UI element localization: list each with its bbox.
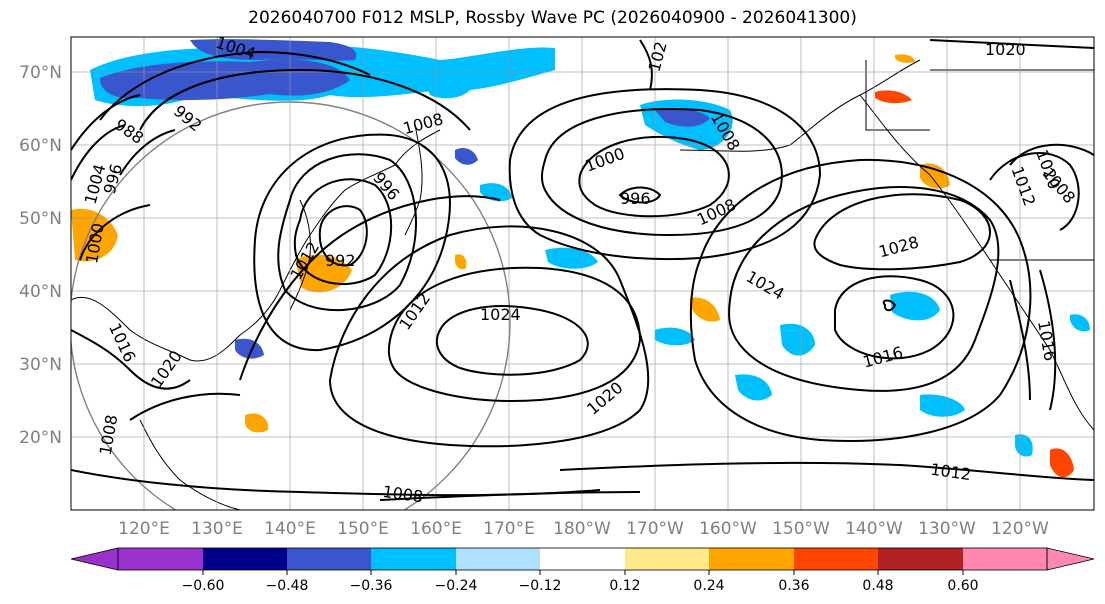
map-title: 2026040700 F012 MSLP, Rossby Wave PC (20… bbox=[248, 8, 857, 28]
colorbar-tick-label: 0.36 bbox=[778, 578, 809, 594]
coastlines bbox=[71, 59, 1094, 510]
colorbar-tick-label: −0.36 bbox=[350, 578, 393, 594]
anomaly-shading bbox=[71, 39, 1090, 478]
isobar-label: 992 bbox=[325, 251, 356, 270]
colorbar-segment bbox=[287, 548, 371, 570]
colorbar-segment bbox=[963, 548, 1047, 570]
lon-tick-label: 140°W bbox=[845, 519, 903, 539]
isobar-label: 996 bbox=[620, 189, 651, 208]
colorbar-tick-label: 0.12 bbox=[609, 578, 640, 594]
colorbar-segment bbox=[625, 548, 709, 570]
longitude-axis: 120°E 130°E 140°E 150°E 160°E 170°E 180°… bbox=[118, 519, 1049, 539]
lon-tick-label: 160°E bbox=[410, 519, 462, 539]
colorbar-segment bbox=[118, 548, 203, 570]
lon-tick-label: 150°W bbox=[772, 519, 830, 539]
colorbar-tick-label: 0.48 bbox=[862, 578, 893, 594]
lat-tick-label: 50°N bbox=[19, 209, 62, 229]
isobar-label: 1020 bbox=[985, 40, 1026, 59]
colorbar-segment bbox=[456, 548, 540, 570]
map-frame bbox=[70, 36, 1095, 511]
colorbar-segment bbox=[540, 548, 625, 570]
colorbar: −0.60 −0.48 −0.36 −0.24 −0.12 0.12 0.24 … bbox=[70, 547, 1095, 594]
lon-tick-label: 170°W bbox=[626, 519, 684, 539]
colorbar-extend-high bbox=[1046, 547, 1095, 571]
colorbar-segment bbox=[203, 548, 287, 570]
lon-tick-label: 150°E bbox=[337, 519, 389, 539]
colorbar-segment bbox=[794, 548, 878, 570]
lat-tick-label: 60°N bbox=[19, 136, 62, 156]
colorbar-tick-label: 0.60 bbox=[947, 578, 978, 594]
colorbar-tick-label: −0.60 bbox=[182, 578, 225, 594]
reference-circle bbox=[71, 101, 511, 510]
lon-tick-label: 160°W bbox=[699, 519, 757, 539]
lon-tick-label: 120°W bbox=[991, 519, 1049, 539]
colorbar-tick-label: −0.12 bbox=[519, 578, 562, 594]
lon-tick-label: 170°E bbox=[483, 519, 535, 539]
lon-tick-label: 120°E bbox=[118, 519, 170, 539]
colorbar-segment bbox=[878, 548, 963, 570]
colorbar-segment bbox=[371, 548, 456, 570]
lat-tick-label: 20°N bbox=[19, 428, 62, 448]
lat-tick-label: 70°N bbox=[19, 63, 62, 83]
colorbar-tick-label: −0.48 bbox=[266, 578, 309, 594]
colorbar-extend-low bbox=[70, 547, 119, 571]
lon-tick-label: 130°W bbox=[918, 519, 976, 539]
lon-tick-label: 180°W bbox=[553, 519, 611, 539]
colorbar-segment bbox=[709, 548, 794, 570]
lat-tick-label: 40°N bbox=[19, 282, 62, 302]
colorbar-tick-label: −0.24 bbox=[435, 578, 478, 594]
lon-tick-label: 140°E bbox=[264, 519, 316, 539]
latitude-axis: 70°N 60°N 50°N 40°N 30°N 20°N bbox=[19, 63, 62, 448]
lat-tick-label: 30°N bbox=[19, 355, 62, 375]
colorbar-tick-label: 0.24 bbox=[693, 578, 724, 594]
isobar-label: 1024 bbox=[480, 305, 521, 324]
lon-tick-label: 130°E bbox=[191, 519, 243, 539]
isobars bbox=[71, 39, 1094, 501]
map-plot-area: 1004 988 992 996 1004 1000 1008 996 992 … bbox=[71, 37, 1094, 510]
